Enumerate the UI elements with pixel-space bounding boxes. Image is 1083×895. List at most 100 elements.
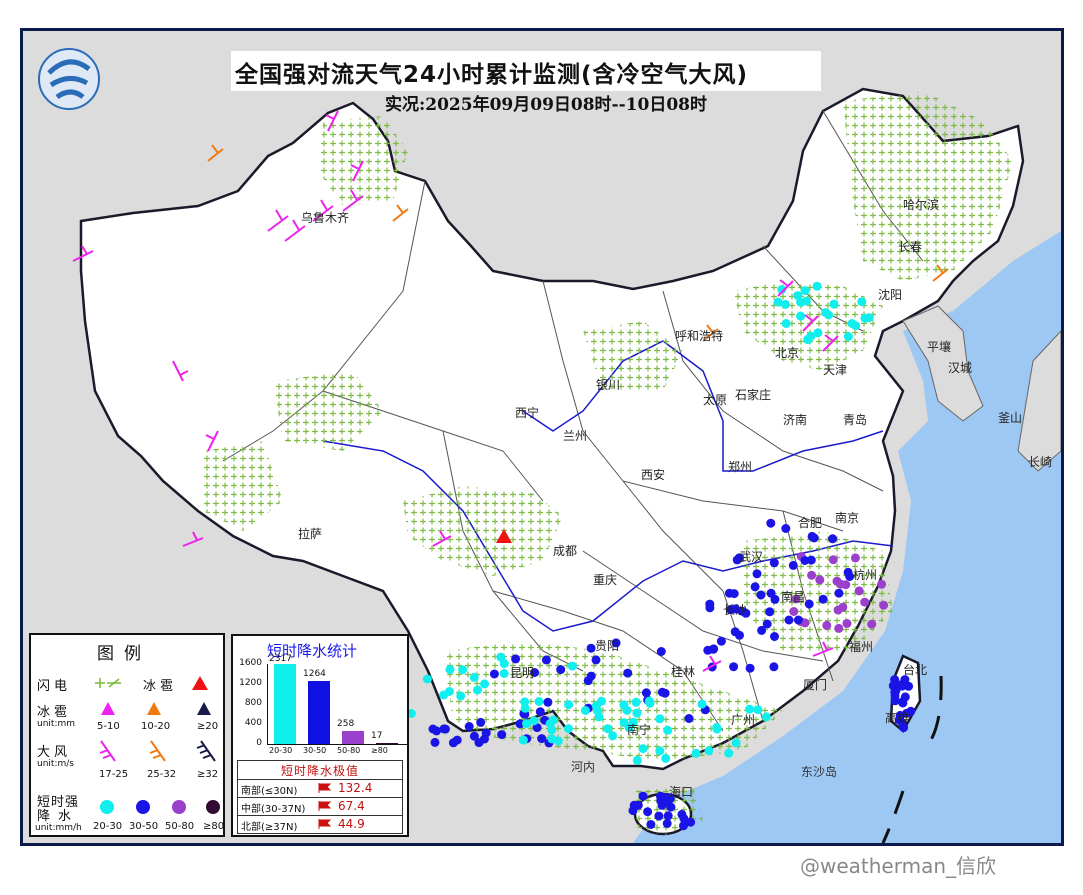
- city-label: 平壤: [927, 340, 952, 354]
- rain-dot: [821, 308, 831, 318]
- city-label: 郑州: [728, 460, 753, 474]
- rain-dot: [643, 807, 653, 817]
- rain-dot: [603, 724, 613, 734]
- rain-dot: [497, 730, 507, 740]
- japan-islands: [1017, 330, 1061, 472]
- rain-dot: [762, 619, 772, 629]
- rain-dot: [529, 716, 539, 726]
- rain-dot: [724, 748, 734, 758]
- extreme-row: 北部(≥37N) 44.9: [238, 815, 402, 834]
- rain-dot: [788, 560, 798, 570]
- rain-dot: [828, 534, 838, 544]
- rain-dot: [781, 319, 791, 328]
- rain-dot: [448, 738, 458, 748]
- rain-dot: [656, 791, 665, 801]
- rain-dot: [838, 602, 848, 612]
- map-title: 全国强对流天气24小时累计监测(含冷空气大风): [235, 62, 749, 88]
- rain-dot: [731, 738, 741, 748]
- rain-value-4: ≥80: [203, 821, 225, 832]
- rain-dot: [850, 553, 860, 563]
- rain-dot: [750, 582, 760, 592]
- rain-dot: [464, 722, 474, 731]
- rain-dot: [890, 696, 900, 706]
- bar-chart-area: [267, 664, 408, 745]
- rain-dot: [834, 588, 844, 598]
- rain-dot: [430, 737, 440, 747]
- rain-dot: [789, 607, 799, 616]
- rain-dot: [638, 744, 648, 754]
- flag-icon: [318, 783, 332, 793]
- rain-dot: [679, 814, 689, 823]
- stats-title: 短时降水统计: [267, 642, 358, 660]
- rain-dot: [629, 800, 639, 810]
- rain-dot: [474, 738, 484, 748]
- rain-dot: [445, 665, 455, 675]
- rain-dot: [732, 555, 742, 565]
- rain-dot: [535, 707, 545, 717]
- city-label: 南京: [835, 511, 860, 525]
- city-label: 桂林: [671, 665, 696, 679]
- legend-rain-label-2: 降水: [37, 809, 80, 824]
- wind-barbs: [72, 110, 839, 672]
- y-tick: 400: [244, 718, 262, 728]
- rain-dot: [499, 669, 509, 678]
- rain-dot: [594, 712, 604, 722]
- rain-dot: [897, 718, 907, 728]
- rain-dot: [520, 697, 530, 707]
- rain-dot: [563, 724, 573, 734]
- rain-value-2: 30-50: [129, 821, 159, 832]
- rain-dot: [813, 328, 823, 338]
- rain-dot: [900, 692, 910, 702]
- city-label: 南昌: [781, 590, 806, 604]
- rain-dot: [518, 735, 528, 745]
- rain-dot: [851, 321, 861, 331]
- rain-dot: [777, 285, 787, 294]
- rain-dot: [843, 332, 853, 341]
- rain-dot: [623, 668, 633, 678]
- extreme-region: 北部(≥37N): [241, 822, 298, 833]
- flag-icon: [318, 801, 332, 811]
- city-label: 重庆: [593, 573, 618, 587]
- map-frame: 全国强对流天气24小时累计监测(含冷空气大风) 实况:2025年09月09日08…: [20, 28, 1064, 846]
- city-label: 海口: [669, 785, 694, 799]
- rain-dot: [632, 755, 642, 765]
- rain-dot: [796, 311, 806, 321]
- city-label: 广州: [731, 713, 756, 727]
- rain-dot: [879, 600, 889, 610]
- rain-dot: [567, 661, 577, 671]
- rain-dot: [806, 555, 816, 565]
- hail-size-icons: [101, 702, 211, 715]
- category-label: 50-80: [337, 746, 361, 755]
- rain-dot: [812, 281, 822, 291]
- rain-dot: [906, 706, 916, 716]
- rain-dot: [619, 700, 629, 710]
- rain-dot: [591, 655, 601, 665]
- wind-barbs-orange: [207, 144, 949, 342]
- rain-dot: [631, 697, 641, 707]
- wind-barb-icons: [99, 740, 216, 762]
- rain-dot: [499, 659, 509, 669]
- rain-dot: [860, 597, 870, 607]
- rain-dot: [842, 619, 852, 628]
- rain-dot: [665, 793, 675, 803]
- hail-triangle-icon: [192, 676, 208, 690]
- stat-bar-value: 17: [371, 731, 383, 742]
- rain-dot: [511, 654, 521, 664]
- rain-dot: [684, 714, 694, 723]
- rain-dot: [765, 607, 775, 617]
- rain-dot: [537, 734, 547, 744]
- stat-bar: [274, 664, 296, 744]
- rain-dot: [422, 674, 432, 684]
- extreme-title: 短时降水极值: [280, 764, 359, 778]
- rain-dot: [686, 817, 696, 827]
- dashed-boundary: [881, 675, 943, 843]
- rain-dot: [791, 594, 801, 604]
- rain-dot: [890, 675, 900, 685]
- rain-dot: [532, 723, 542, 733]
- legend-lightning-label: 闪电: [37, 679, 72, 694]
- city-label: 西宁: [515, 406, 540, 420]
- rain-dot: [662, 818, 672, 828]
- city-label: 石家庄: [735, 388, 772, 402]
- rain-dot: [553, 736, 563, 746]
- rain-dot: [530, 668, 540, 677]
